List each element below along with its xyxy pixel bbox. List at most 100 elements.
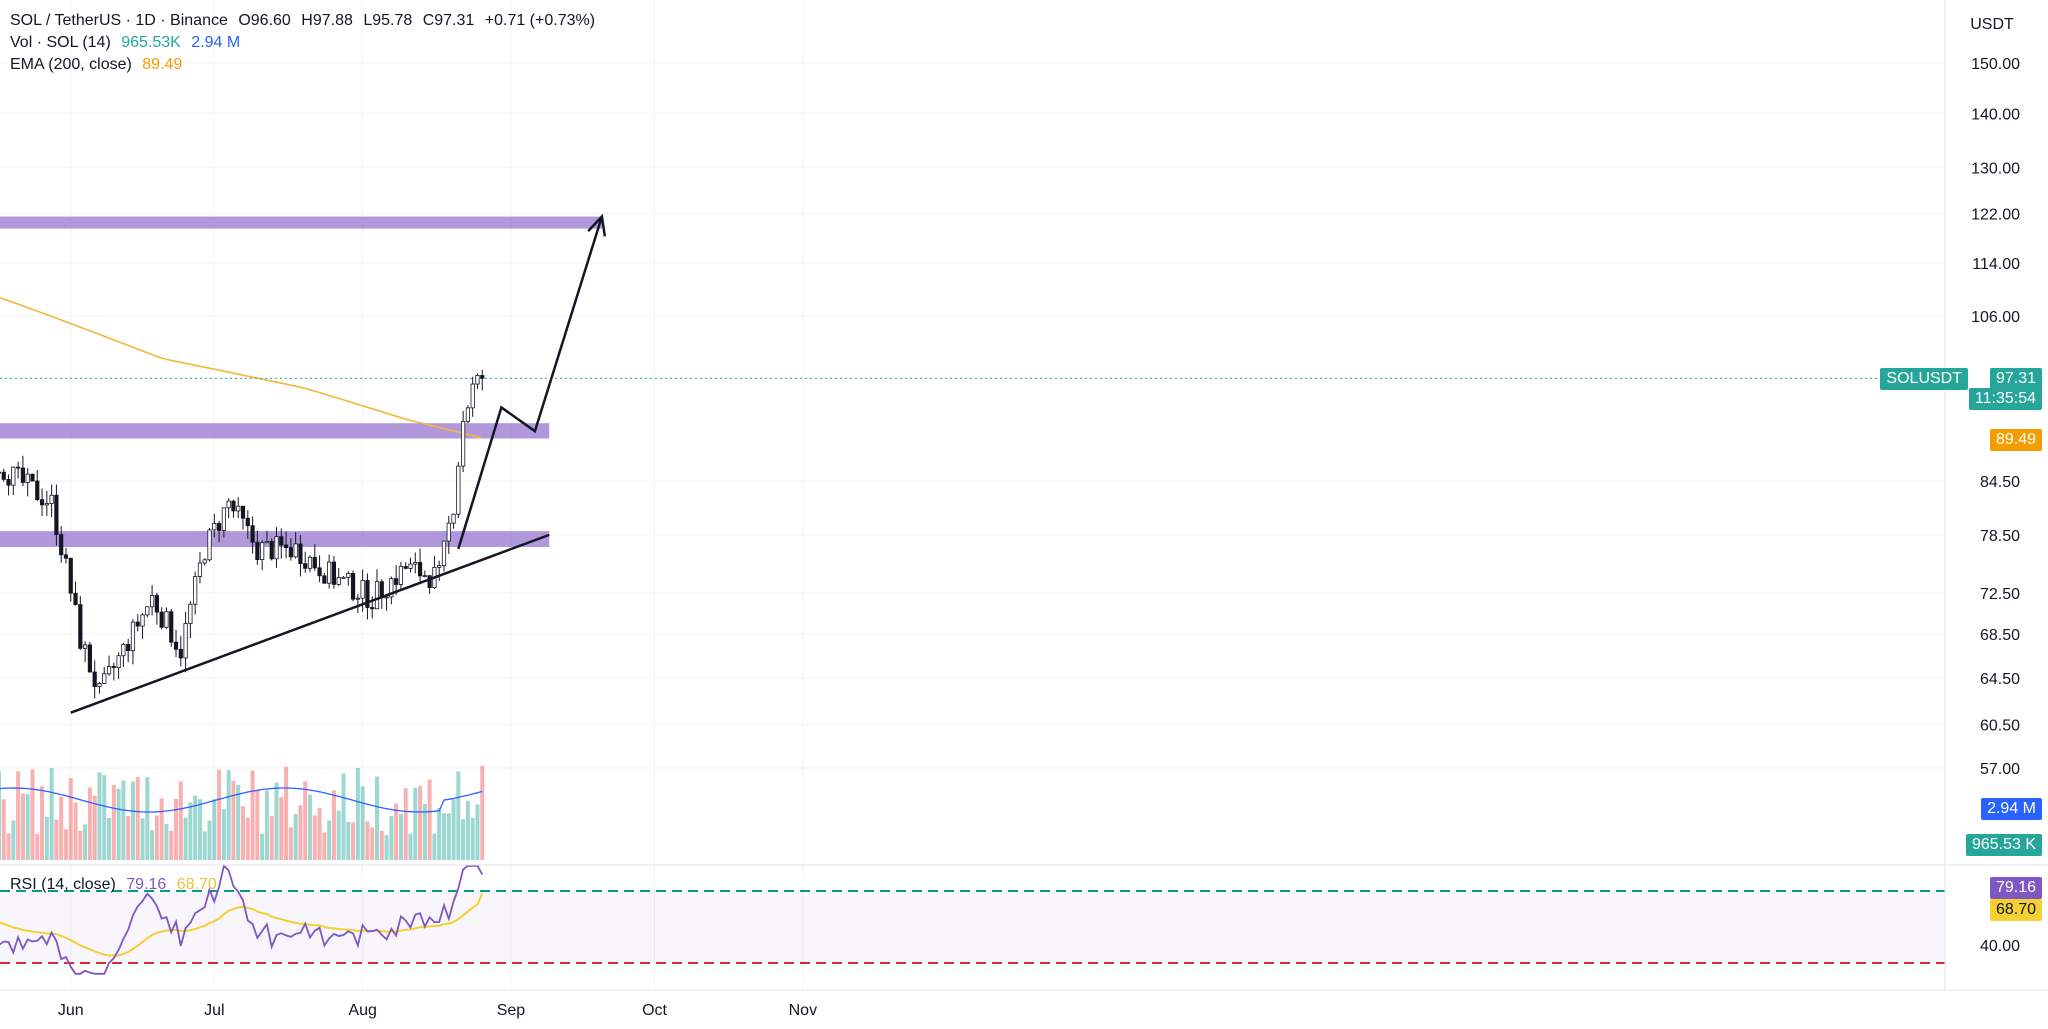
- volume-bar: [44, 816, 49, 860]
- volume-bar: [126, 815, 131, 860]
- volume-bar: [465, 800, 470, 860]
- volume-bar: [83, 824, 88, 860]
- volume-bar: [245, 817, 250, 860]
- candle-body: [102, 673, 107, 684]
- candle-body: [470, 383, 475, 409]
- x-tick-label: Jun: [58, 1002, 84, 1019]
- candle-body: [350, 573, 356, 600]
- candle-body: [59, 534, 64, 556]
- candle-body: [394, 578, 399, 585]
- volume-bar: [49, 767, 54, 860]
- volume-bar: [413, 787, 418, 860]
- ohlc-close: C97.31: [422, 12, 475, 29]
- ohlc-open: O96.60: [238, 12, 291, 29]
- volume-bar: [351, 822, 356, 860]
- axis-currency: USDT: [1970, 16, 2014, 33]
- volume-bar: [403, 788, 408, 860]
- rsi-value: 79.16: [126, 876, 167, 893]
- candle-body: [11, 466, 16, 486]
- volume-bar: [59, 796, 64, 860]
- volume-bar: [20, 793, 25, 860]
- volume-bar: [389, 816, 394, 860]
- ohlc-high: H97.88: [301, 12, 353, 29]
- candle-body: [135, 621, 140, 627]
- volume-ma-value: 2.94 M: [191, 34, 241, 51]
- x-tick-label: Jul: [204, 1002, 224, 1019]
- volume-bar: [408, 833, 413, 860]
- volume-bar: [255, 790, 260, 860]
- volume-bar: [336, 810, 341, 860]
- volume-bar: [365, 821, 370, 860]
- candle-body: [441, 540, 447, 567]
- volume-bar: [437, 808, 442, 860]
- candle-body: [173, 641, 179, 650]
- projection-path: [457, 216, 604, 550]
- candle-body: [183, 623, 188, 659]
- candle-body: [360, 580, 365, 599]
- countdown-tag: 11:35:54: [1968, 388, 2042, 410]
- ema-value: 89.49: [142, 56, 183, 73]
- volume-bar: [30, 769, 35, 860]
- candle-body: [379, 581, 384, 598]
- candle-body: [212, 523, 217, 531]
- candle-body: [236, 505, 241, 512]
- candle-body: [346, 573, 351, 578]
- volume-bar: [374, 776, 379, 860]
- candle-body: [331, 561, 337, 585]
- candle-body: [188, 603, 193, 625]
- rsi-pane: [0, 864, 1945, 975]
- rsi-line: [0, 864, 484, 975]
- candle-body: [164, 611, 169, 628]
- candle-body: [6, 478, 11, 486]
- candle-body: [389, 578, 394, 598]
- volume-bar: [480, 765, 485, 860]
- candle-body: [250, 525, 255, 543]
- volume-bar: [269, 816, 274, 860]
- support-resistance-zones: [0, 216, 602, 548]
- candle-body: [327, 561, 332, 584]
- volume-bar: [63, 829, 68, 860]
- volume-bar: [308, 794, 313, 860]
- volume-bar: [456, 771, 461, 860]
- candle-body: [149, 595, 155, 608]
- candle-body: [283, 544, 289, 548]
- rsi-ma-line: [0, 892, 484, 957]
- y-tick-label: 57.00: [1980, 761, 2020, 778]
- candle-body: [159, 611, 164, 628]
- volume-bar: [150, 830, 155, 860]
- candle-body: [446, 522, 451, 542]
- rsi-band: [0, 891, 1945, 963]
- volume-label[interactable]: Vol · SOL (14): [10, 34, 111, 51]
- volume-bar: [202, 831, 207, 860]
- candle-body: [68, 557, 73, 594]
- volume-ma-line: [0, 787, 483, 813]
- volume-bar: [6, 833, 11, 860]
- candle-body: [16, 466, 21, 469]
- price-zone: [0, 423, 550, 439]
- volume-bar: [384, 834, 389, 860]
- volume-bar: [260, 833, 265, 860]
- candle-body: [121, 644, 126, 657]
- x-tick-label: Oct: [642, 1002, 667, 1019]
- volume-bar: [11, 820, 16, 860]
- candle-body: [216, 523, 222, 531]
- y-tick-label: 78.50: [1980, 528, 2020, 545]
- candle-body: [178, 648, 183, 659]
- candle-body: [437, 565, 442, 568]
- volume-bar: [370, 827, 375, 860]
- candle-body: [202, 559, 207, 564]
- volume-bar: [54, 819, 59, 860]
- volume-bar: [87, 787, 92, 860]
- volume-bar: [130, 781, 135, 860]
- ema-label[interactable]: EMA (200, close): [10, 56, 132, 73]
- volume-bar: [451, 799, 456, 860]
- volume-bar: [279, 796, 284, 860]
- candle-body: [83, 644, 88, 649]
- rsi-label[interactable]: RSI (14, close): [10, 876, 116, 893]
- volume-bar: [121, 780, 126, 860]
- volume-bar: [107, 817, 112, 860]
- symbol-name[interactable]: SOL / TetherUS · 1D · Binance: [10, 12, 228, 29]
- candle-body: [106, 666, 112, 675]
- trend-drawings: [70, 213, 607, 714]
